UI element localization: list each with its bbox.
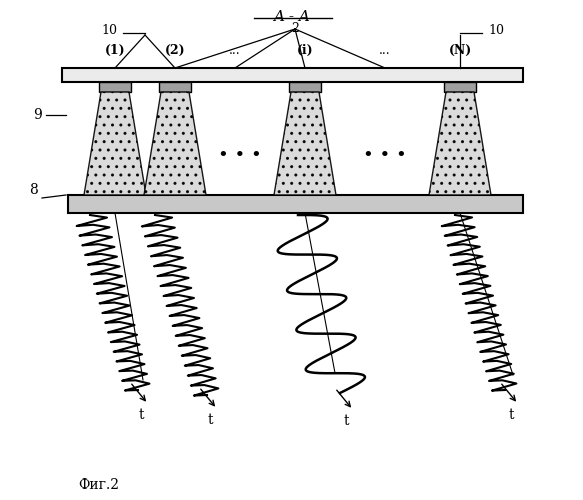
Text: t: t — [343, 414, 349, 428]
Polygon shape — [144, 92, 206, 195]
Text: 9: 9 — [34, 108, 43, 122]
Polygon shape — [274, 92, 336, 195]
Text: t: t — [138, 408, 144, 422]
Text: t: t — [207, 413, 213, 427]
Polygon shape — [429, 92, 491, 195]
Bar — [159, 82, 191, 92]
Bar — [289, 82, 321, 92]
Text: 8: 8 — [30, 183, 38, 197]
Text: (1): (1) — [105, 44, 125, 57]
Text: • • •: • • • — [218, 146, 262, 164]
Text: ...: ... — [229, 44, 241, 57]
Bar — [99, 82, 131, 92]
Polygon shape — [84, 92, 146, 195]
Text: ...: ... — [379, 44, 391, 57]
Text: Фиг.2: Фиг.2 — [78, 478, 119, 492]
Text: A - A: A - A — [273, 10, 310, 24]
Text: • • •: • • • — [363, 146, 407, 164]
Text: (2): (2) — [164, 44, 185, 57]
Bar — [62, 68, 523, 82]
Text: 2: 2 — [291, 22, 299, 35]
Bar — [444, 82, 476, 92]
Text: (N): (N) — [448, 44, 472, 57]
Text: t: t — [508, 408, 514, 422]
Text: 10: 10 — [101, 24, 117, 36]
Text: 10: 10 — [488, 24, 504, 36]
Text: (i): (i) — [297, 44, 313, 57]
Bar — [68, 195, 523, 213]
